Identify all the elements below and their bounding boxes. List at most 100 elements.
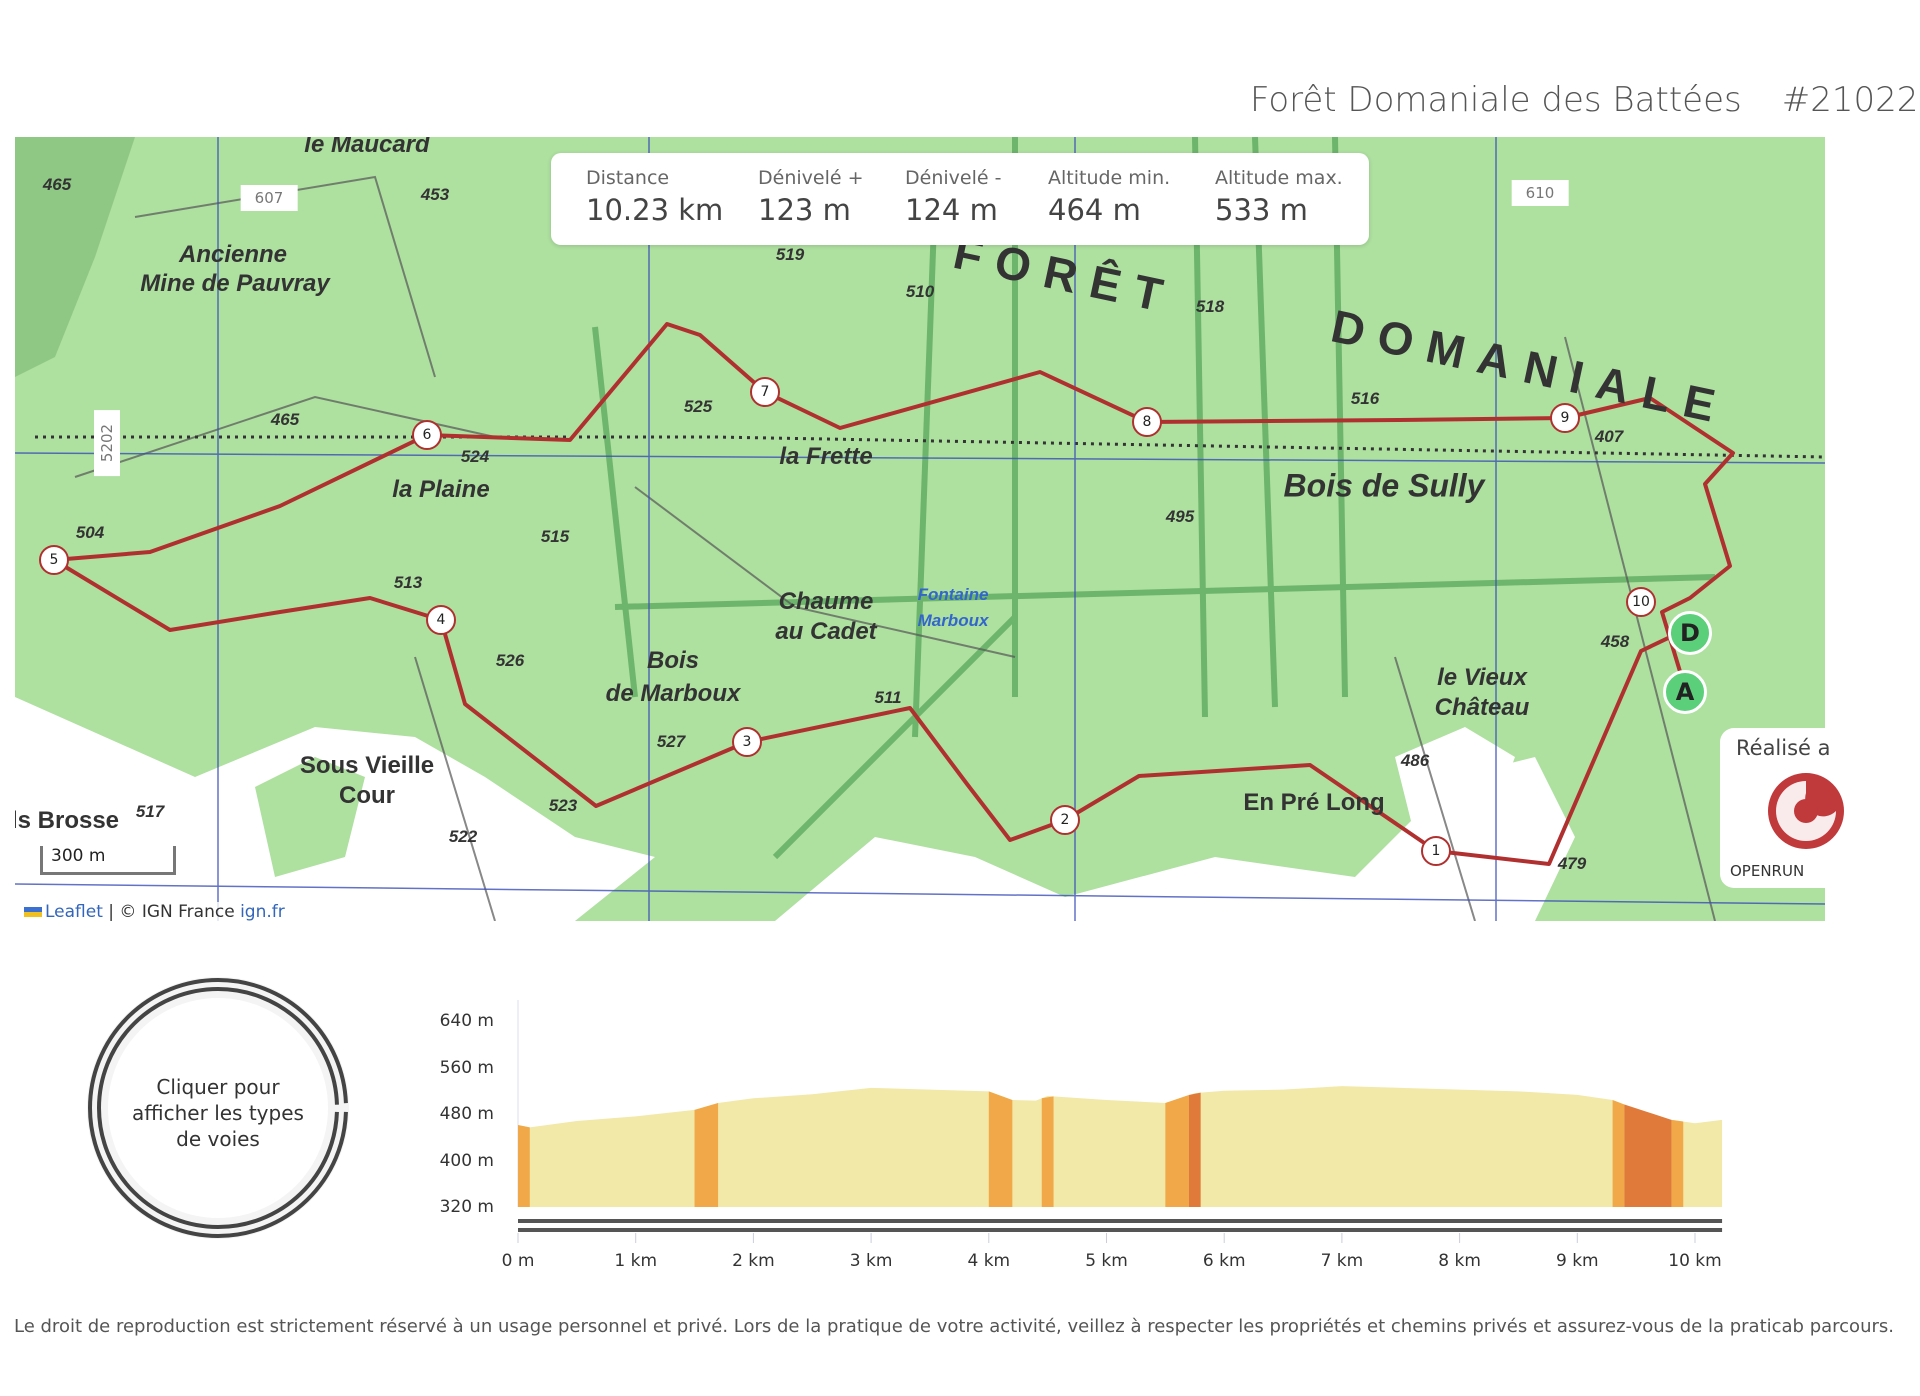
x-tick-label: 6 km: [1202, 1251, 1246, 1271]
x-tick-label: 3 km: [849, 1251, 893, 1271]
openrunner-wordmark: OPENRUN: [1730, 862, 1805, 880]
slope-segment: [518, 1125, 530, 1207]
stat-label: Dénivelé -: [905, 167, 1002, 189]
track-type-bar: [518, 1228, 1723, 1232]
x-tick-label: 2 km: [732, 1251, 775, 1271]
waypoint-marker[interactable]: 1: [1421, 836, 1451, 866]
elevation-label: 458: [1600, 632, 1630, 651]
grid-label: 610: [1511, 180, 1569, 206]
footer-disclaimer: Le droit de reproduction est strictement…: [14, 1316, 1894, 1337]
stat-value: 464 m: [1048, 193, 1141, 227]
map[interactable]: le Maucard Ancienne Mine de Pauvray la P…: [15, 137, 1825, 921]
elevation-label: 465: [42, 175, 72, 194]
map-label: de Marboux: [605, 680, 741, 707]
waypoint-marker[interactable]: 5: [39, 545, 69, 575]
map-label: Mine de Pauvray: [140, 270, 330, 297]
ukraine-flag-icon: [24, 907, 42, 917]
y-tick-label: 320 m: [439, 1197, 494, 1217]
grid-label: 607: [240, 185, 298, 211]
elevation-label: 518: [1195, 297, 1225, 316]
map-label: la Frette: [779, 443, 873, 470]
elevation-chart: [517, 1000, 1723, 1243]
waypoint-marker[interactable]: 4: [426, 605, 456, 635]
openrunner-logo-icon: [1768, 773, 1844, 849]
y-tick-label: 480 m: [439, 1104, 494, 1124]
map-attribution: Leaflet | © IGN France ign.fr: [20, 902, 289, 922]
start-marker[interactable]: D: [1668, 611, 1712, 655]
slope-segment: [1165, 1095, 1189, 1207]
elevation-label: 453: [420, 185, 450, 204]
elevation-label: 523: [548, 796, 578, 815]
slope-segment: [1041, 1096, 1054, 1207]
map-label: Ancienne: [178, 241, 288, 268]
slope-segment: [1188, 1092, 1201, 1207]
elevation-label: 517: [135, 802, 165, 821]
map-label: Sous Vieille: [299, 752, 435, 779]
attribution-text: | © IGN France: [102, 902, 241, 922]
stat-label: Dénivelé +: [758, 167, 864, 189]
waypoint-marker[interactable]: 3: [732, 727, 762, 757]
x-tick-label: 7 km: [1320, 1251, 1364, 1271]
stat-label: Altitude min.: [1048, 167, 1171, 189]
map-label: le Vieux: [1437, 664, 1527, 691]
y-tick-label: 400 m: [439, 1150, 494, 1171]
x-tick-label: 10 km: [1668, 1251, 1722, 1271]
elevation-label: 519: [775, 245, 805, 264]
stat-alt-min: Altitude min. 464 m: [1048, 167, 1170, 227]
route-id: #21022270: [1781, 80, 1920, 120]
waypoint-marker[interactable]: 10: [1626, 587, 1656, 617]
page-title: Forêt Domaniale des Battées #21022270: [1250, 80, 1920, 120]
waypoint-marker[interactable]: 8: [1132, 407, 1162, 437]
elevation-label: 522: [448, 827, 478, 846]
map-label: Bois: [646, 647, 700, 674]
waypoint-marker[interactable]: 2: [1050, 805, 1080, 835]
end-marker[interactable]: A: [1663, 670, 1707, 714]
x-tick-label: 0 m: [501, 1251, 535, 1271]
elevation-label: 513: [393, 573, 423, 592]
x-tick-label: 1 km: [614, 1251, 657, 1271]
stat-alt-max: Altitude max. 533 m: [1215, 167, 1343, 227]
track-types-ring[interactable]: [85, 975, 351, 1241]
map-label: Cour: [339, 782, 395, 809]
track-types-button[interactable]: Cliquer pour afficher les types de voies: [132, 1075, 304, 1151]
slope-segment: [694, 1102, 719, 1207]
elevation-label: 526: [495, 651, 525, 670]
open-field-area: [775, 757, 1575, 921]
route-name: Forêt Domaniale des Battées: [1250, 80, 1742, 120]
elevation-label: 486: [1400, 751, 1430, 770]
made-with-label: Réalisé a: [1736, 736, 1831, 760]
slope-segment: [1671, 1119, 1684, 1207]
stat-ascent: Dénivelé + 123 m: [758, 167, 864, 227]
elevation-label: 524: [460, 447, 490, 466]
elevation-label: 515: [540, 527, 570, 546]
elevation-label: 510: [905, 282, 935, 301]
map-label: ls Brosse: [15, 807, 120, 834]
elevation-label: 495: [1165, 507, 1195, 526]
openrunner-badge[interactable]: Réalisé a OPENRUN: [1720, 728, 1844, 888]
slope-segment: [988, 1091, 1013, 1207]
x-tick-label: 4 km: [967, 1251, 1011, 1271]
stat-label: Distance: [586, 167, 670, 189]
stat-value: 533 m: [1215, 193, 1308, 227]
waypoint-marker[interactable]: 6: [412, 420, 442, 450]
elevation-area: [518, 1086, 1723, 1207]
x-tick-label: 9 km: [1555, 1251, 1599, 1271]
elevation-label: 527: [656, 732, 686, 751]
waypoint-marker[interactable]: 9: [1550, 403, 1580, 433]
elevation-label: 479: [1557, 854, 1587, 873]
stat-descent: Dénivelé - 124 m: [905, 167, 1001, 227]
y-tick-label: 640 m: [439, 1011, 494, 1031]
waypoint-marker[interactable]: 7: [750, 377, 780, 407]
map-label: En Pré Long: [1243, 789, 1385, 816]
map-label: Marboux: [917, 611, 989, 630]
y-tick-label: 560 m: [439, 1057, 494, 1078]
elevation-label: 511: [874, 688, 902, 707]
ign-link[interactable]: ign.fr: [240, 902, 285, 922]
slope-segment: [1624, 1104, 1672, 1207]
grid-label: 5202: [94, 409, 120, 477]
map-label: Fontaine: [917, 585, 989, 604]
stats-panel: Distance 10.23 km Dénivelé + 123 m Dénivel…: [551, 153, 1369, 245]
leaflet-link[interactable]: Leaflet: [45, 902, 103, 922]
track-type-bar: [518, 1219, 1723, 1223]
stat-value: 124 m: [905, 193, 998, 227]
